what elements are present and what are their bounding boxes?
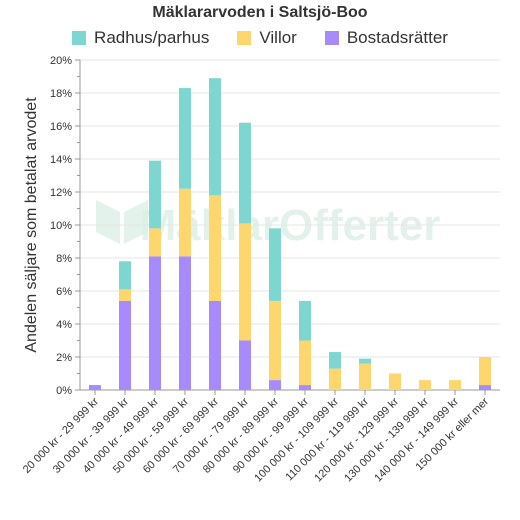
legend-item[interactable]: Bostadsrätter [324, 28, 448, 48]
bar-segment [359, 363, 371, 390]
bar-segment [239, 122, 251, 224]
bar-segment [299, 300, 311, 341]
bar-segment [389, 373, 401, 390]
y-tick-label: 6% [56, 286, 72, 298]
bar-segment [209, 195, 221, 301]
chart-title: Mäklararvoden i Saltsjö-Boo [152, 4, 368, 21]
bar-segment [179, 188, 191, 257]
legend-label: Radhus/parhus [94, 28, 210, 47]
bar-segment [209, 78, 221, 196]
bar-segment [209, 300, 221, 390]
bar-segment [119, 300, 131, 390]
bar-segment [179, 256, 191, 390]
bar-segment [239, 223, 251, 341]
y-tick-label: 2% [56, 352, 72, 364]
bar-segment [119, 261, 131, 290]
legend-swatch [324, 31, 339, 45]
bar-segment [479, 357, 491, 386]
y-tick-label: 4% [56, 319, 72, 331]
watermark-logo [96, 200, 148, 244]
y-axis-label: Andelen säljare som betalat arvodet [23, 97, 40, 353]
y-tick-label: 16% [50, 121, 72, 133]
bar-segment [359, 358, 371, 364]
y-tick-label: 14% [50, 154, 72, 166]
bar-segment [89, 385, 101, 390]
legend-item[interactable]: Villor [237, 28, 297, 48]
bar-segment [269, 300, 281, 381]
bar-segment [149, 256, 161, 390]
y-tick-label: 8% [56, 253, 72, 265]
bar-segment [269, 228, 281, 301]
bar-segment [119, 289, 131, 301]
bar-segment [179, 88, 191, 189]
bar-segment [479, 385, 491, 390]
chart-legend: Radhus/parhus Villor Bostadsrätter [0, 28, 520, 48]
y-tick-label: 10% [50, 220, 72, 232]
bar-segment [299, 340, 311, 386]
bar-segment [149, 228, 161, 257]
legend-label: Bostadsrätter [346, 28, 448, 47]
y-tick-label: 0% [56, 385, 72, 397]
bar-segment [239, 340, 251, 390]
y-tick-label: 20% [50, 55, 72, 67]
legend-item[interactable]: Radhus/parhus [72, 28, 209, 48]
bar-segment [329, 352, 341, 369]
bar-segment [299, 385, 311, 390]
legend-label: Villor [259, 28, 297, 47]
bar-segment [449, 380, 461, 390]
legend-swatch [237, 31, 252, 45]
bar-segment [419, 380, 431, 390]
bar-segment [269, 380, 281, 390]
y-tick-label: 12% [50, 187, 72, 199]
y-tick-label: 18% [50, 88, 72, 100]
legend-swatch [72, 31, 87, 45]
bar-segment [149, 160, 161, 229]
bar-segment [329, 368, 341, 390]
